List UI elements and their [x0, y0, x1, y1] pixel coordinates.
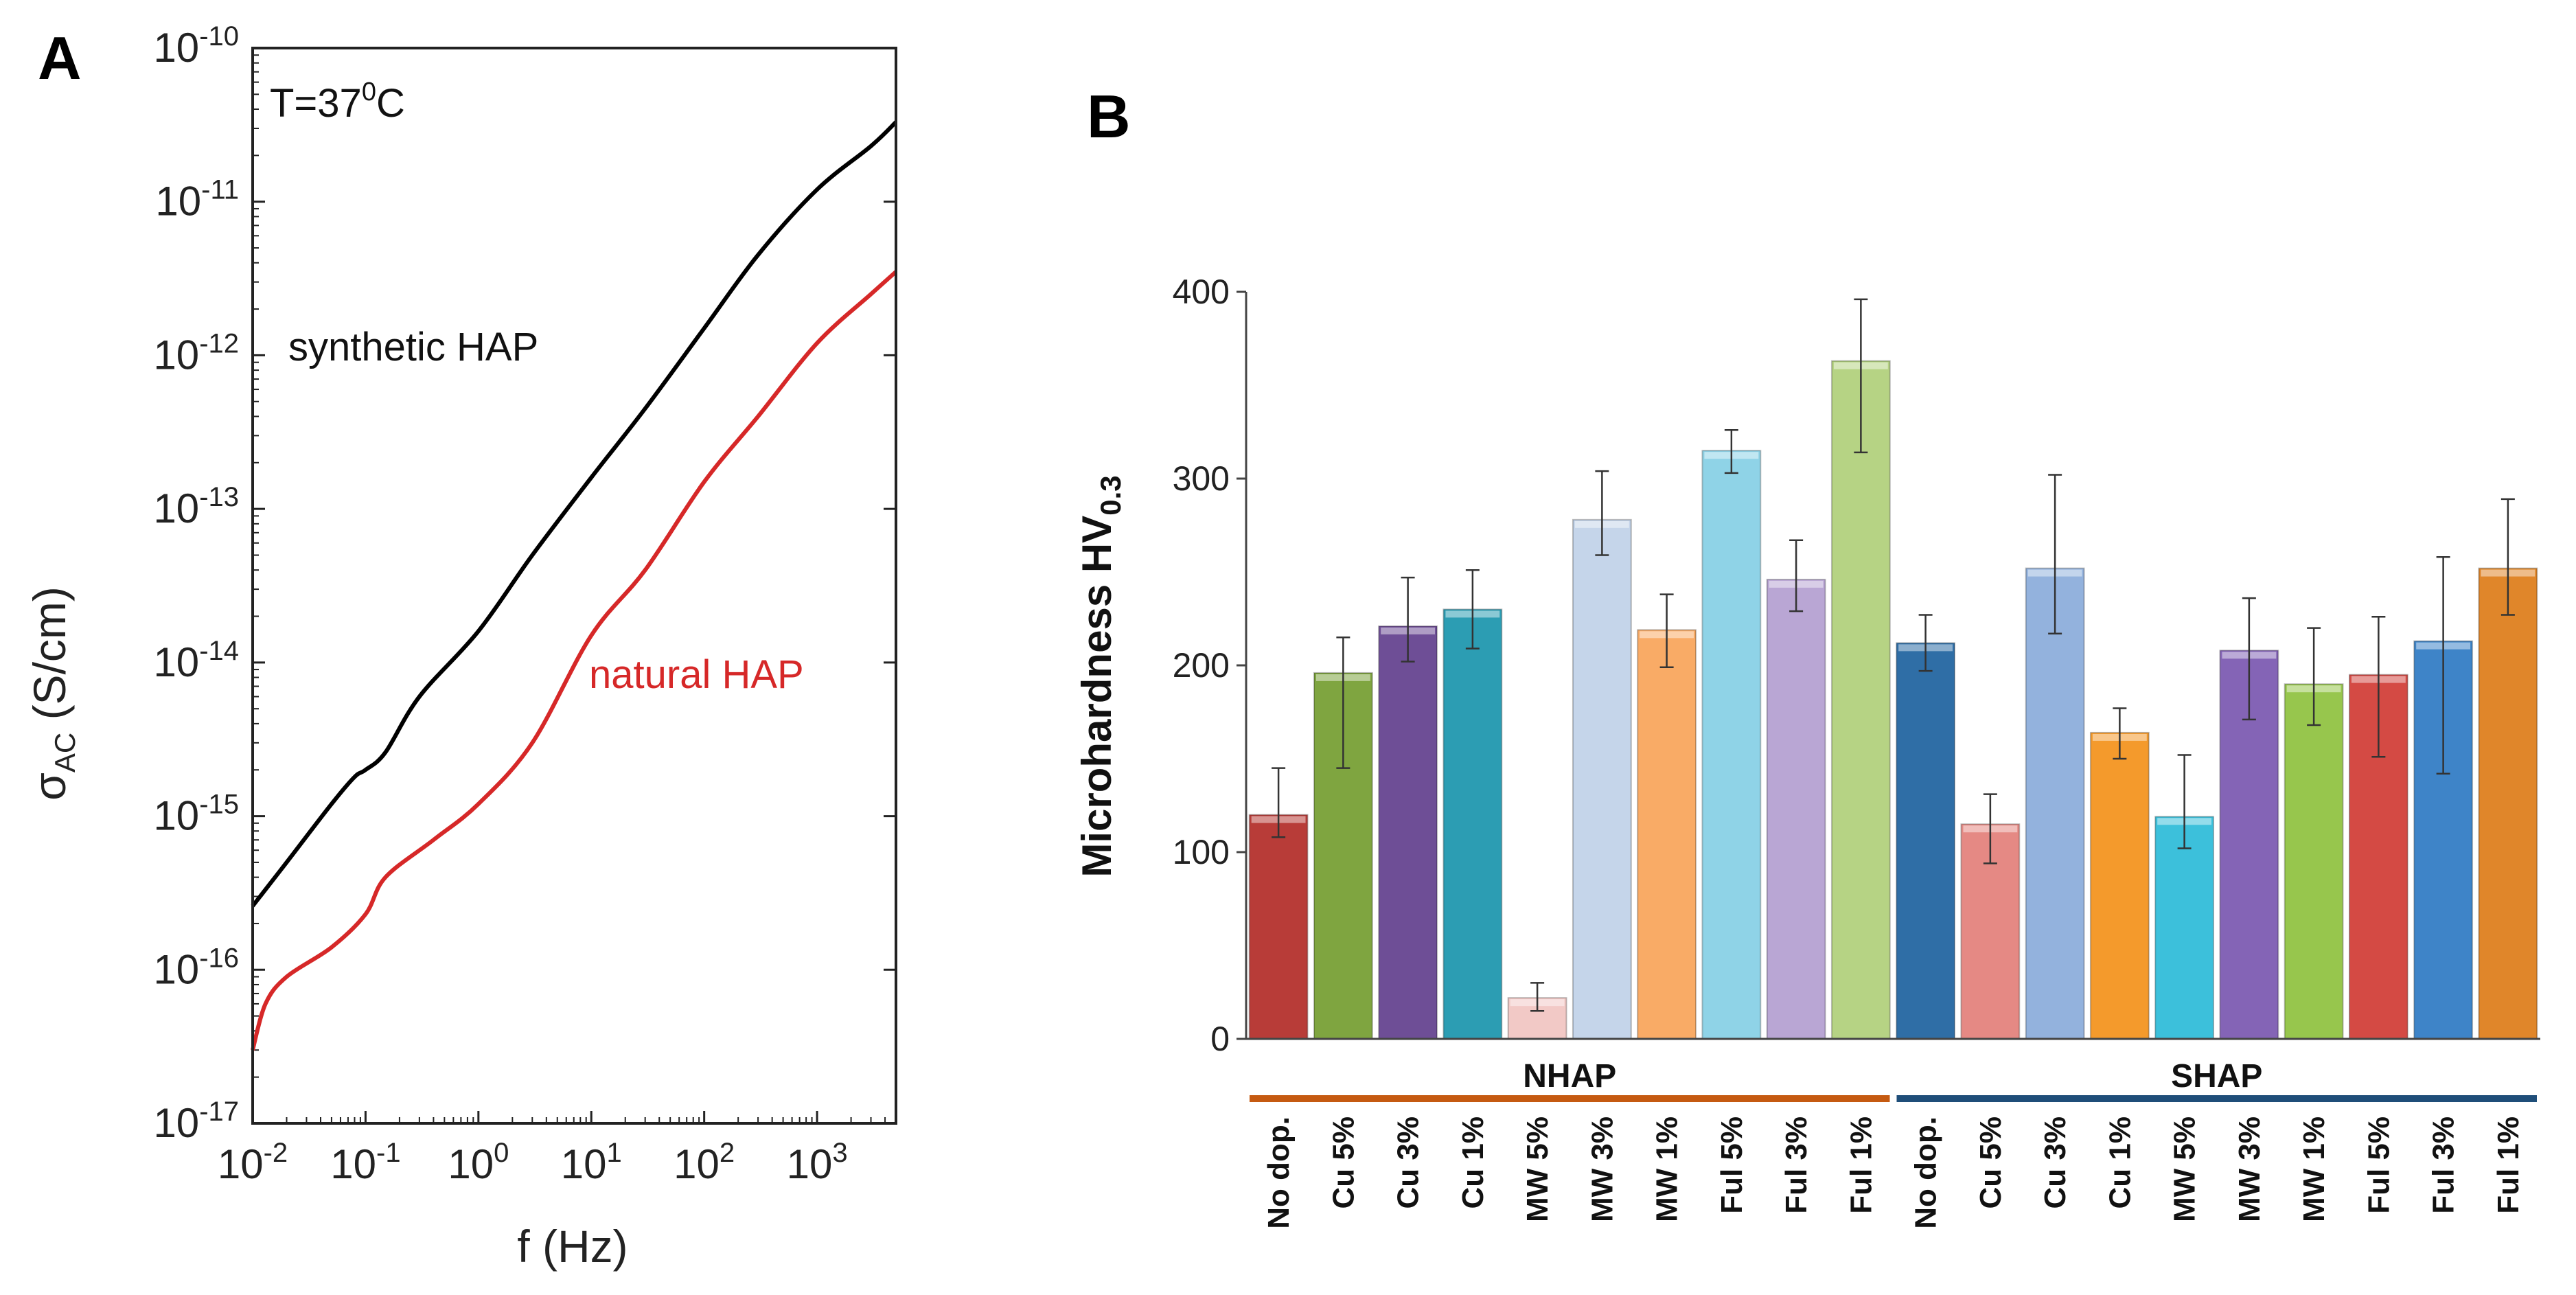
panel-a-label: A [38, 24, 82, 92]
x-tick-label: 103 [787, 1138, 848, 1187]
synthetic-hap-label: synthetic HAP [288, 325, 538, 369]
y-tick-label: 200 [1173, 646, 1230, 685]
y-tick-label: 10-14 [153, 636, 239, 685]
bar [2089, 731, 2150, 1040]
bar [2154, 816, 2215, 1040]
panel-b-label: B [1087, 82, 1131, 150]
error-bars-group [1272, 298, 2515, 1012]
y-tick-label: 10-16 [153, 943, 239, 992]
panel-a-conductivity-chart: A 10-1010-1110-1210-1310-1410-1510-1610-… [24, 21, 898, 1272]
category-label: MW 5% [2168, 1116, 2202, 1222]
y-tick-label: 400 [1173, 273, 1230, 311]
y-tick-label: 100 [1173, 833, 1230, 871]
natural-hap-label: natural HAP [589, 652, 804, 697]
y-tick-label: 10-15 [153, 790, 239, 839]
y-axis-ticks: 0 100 200 300 400 [1173, 273, 1246, 1058]
group-label: SHAP [2171, 1058, 2262, 1095]
category-label: Cu 3% [2038, 1116, 2072, 1208]
y-axis-title: σAC (S/cm) [24, 586, 81, 801]
bar [1896, 642, 1956, 1040]
category-label: MW 1% [2297, 1116, 2331, 1222]
category-label: Cu 1% [2103, 1116, 2137, 1208]
category-label: MW 5% [1521, 1116, 1554, 1222]
bar [1637, 629, 1697, 1040]
bar [1572, 518, 1632, 1040]
group-label: NHAP [1523, 1058, 1616, 1095]
category-label: Cu 1% [1456, 1116, 1490, 1208]
category-label: MW 1% [1651, 1116, 1684, 1222]
bar [1378, 625, 1438, 1040]
category-label: Ful 3% [2427, 1116, 2461, 1214]
x-tick-label: 100 [448, 1138, 509, 1187]
bar [2025, 567, 2085, 1040]
y-axis-title: Microhardness HV0.3 [1074, 475, 1127, 877]
category-label: Cu 5% [1326, 1116, 1360, 1208]
x-tick-label: 10-2 [218, 1138, 288, 1187]
category-label: Ful 3% [1780, 1116, 1813, 1214]
y-tick-label: 10-10 [153, 21, 239, 71]
natural-hap-line [251, 270, 898, 1051]
category-label: No dop. [1262, 1116, 1296, 1229]
bar [1830, 360, 1891, 1040]
y-tick-label: 10-13 [153, 482, 239, 531]
bar [2478, 567, 2538, 1040]
group-brackets: NHAP SHAP [1250, 1058, 2537, 1102]
category-labels: No dop. Cu 5% Cu 3% Cu 1% MW 5% MW 3% MW 1% Ful… [1262, 1116, 2525, 1229]
x-tick-label: 101 [561, 1138, 622, 1187]
bar [2284, 683, 2344, 1040]
bar [1766, 578, 1826, 1040]
y-tick-label: 10-11 [155, 175, 239, 225]
y-tick-label: 10-17 [153, 1097, 239, 1146]
synthetic-hap-line [251, 120, 898, 908]
bar [1248, 814, 1309, 1040]
category-label: Cu 5% [1974, 1116, 2008, 1208]
y-axis-ticks: 10-10 10-11 10-12 10-13 10-14 10-15 10-16 10-17 [153, 21, 896, 1146]
x-tick-label: 10-1 [330, 1138, 400, 1187]
y-tick-label: 0 [1210, 1020, 1230, 1058]
temperature-annotation: T=370C [270, 78, 405, 126]
y-tick-label: 10-12 [153, 328, 239, 378]
panel-b-microhardness-chart: B 0 100 200 300 400 NHAP SHAP No dop. Cu 5% Cu … [1074, 82, 2540, 1229]
plot-frame [251, 47, 897, 1125]
x-axis-ticks: 10-2 10-1 100 101 102 103 [218, 1111, 897, 1187]
bar [2413, 640, 2474, 1040]
x-tick-label: 102 [674, 1138, 735, 1187]
category-label: No dop. [1909, 1116, 1943, 1229]
series-group [251, 120, 898, 1051]
bar [1442, 608, 1503, 1040]
category-label: Ful 1% [1844, 1116, 1878, 1214]
category-label: MW 3% [2233, 1116, 2266, 1222]
bars-group [1248, 360, 2538, 1040]
bar [1701, 450, 1762, 1040]
category-label: MW 3% [1585, 1116, 1619, 1222]
category-label: Ful 1% [2492, 1116, 2525, 1214]
y-tick-label: 300 [1173, 459, 1230, 498]
x-axis-title: f (Hz) [517, 1221, 628, 1272]
category-label: Ful 5% [2362, 1116, 2395, 1214]
category-label: Cu 3% [1392, 1116, 1425, 1208]
category-label: Ful 5% [1715, 1116, 1749, 1214]
